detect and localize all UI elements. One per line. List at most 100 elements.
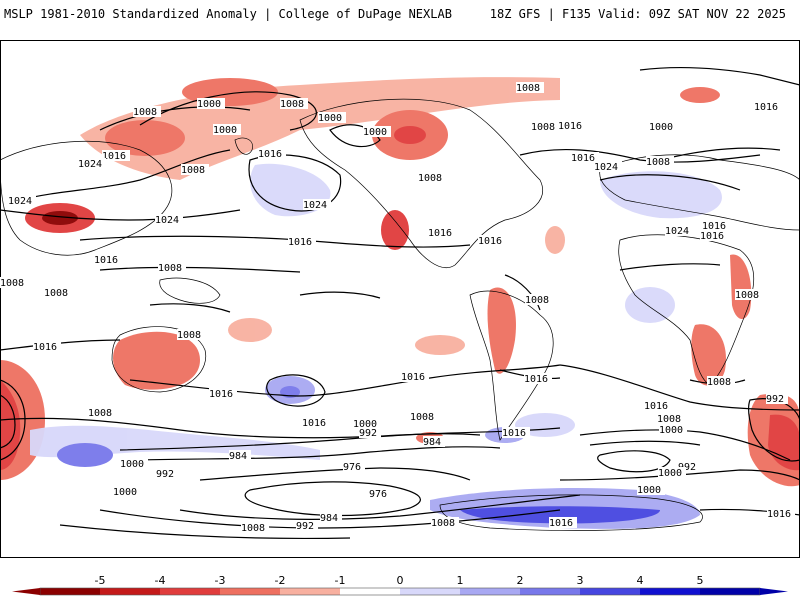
- isobar-label: 1008: [657, 414, 681, 425]
- label-bg: [33, 341, 61, 352]
- isobar-label: 1016: [558, 121, 582, 132]
- label-bg: [213, 124, 241, 135]
- isobar-label: 1024: [155, 215, 179, 226]
- isobar-curve-np-2: [99, 106, 251, 131]
- label-bg: [700, 230, 728, 241]
- anomaly-australia: [113, 331, 200, 390]
- label-bg: [707, 376, 735, 387]
- label-bg: [428, 227, 456, 238]
- isobar-label: 1016: [571, 153, 595, 164]
- label-bg: [88, 407, 116, 418]
- isobar-label: 1000: [213, 125, 237, 136]
- isobar-label: 1000: [113, 487, 137, 498]
- label-bg: [353, 418, 381, 429]
- isobar-curve-s-992: [139, 446, 501, 461]
- label-bg: [296, 520, 318, 531]
- isobar-curve-sa-1008: [504, 274, 541, 311]
- label-bg: [549, 517, 577, 528]
- label-bg: [502, 427, 530, 438]
- isobar-curve-atlantic: [519, 148, 761, 163]
- label-bg: [766, 393, 788, 404]
- isobar-label: 1008: [177, 330, 201, 341]
- isobar-curve-se-992: [559, 469, 800, 481]
- label-bg: [303, 199, 331, 210]
- colorbar-swatches: [12, 587, 788, 596]
- label-bg: [659, 424, 687, 435]
- label-bg: [558, 120, 586, 131]
- south-america: [469, 290, 554, 441]
- colorbar-swatch: [280, 588, 341, 595]
- colorbar-swatch: [220, 588, 281, 595]
- label-bg: [657, 413, 685, 424]
- label-bg: [702, 220, 730, 231]
- north-america: [299, 98, 543, 268]
- colorbar-svg: -5 -4 -3 -2 -1 0 1 2 3 4 5: [12, 574, 788, 596]
- anomaly-nw-core: [105, 120, 185, 156]
- isobar-curve-s-984: [199, 467, 471, 481]
- isobar-label: 1016: [754, 102, 778, 113]
- isobar-label: 1016: [33, 342, 57, 353]
- isobar-label: 1008: [280, 99, 304, 110]
- isobar-curve-1008-trop: [99, 266, 301, 273]
- isobar-label: 1008: [707, 377, 731, 388]
- anomaly-europe: [600, 171, 722, 219]
- label-bg: [156, 468, 178, 479]
- label-bg: [516, 82, 544, 93]
- label-bg: [94, 254, 122, 265]
- anomaly-canada-core: [394, 126, 426, 144]
- label-bg: [735, 289, 763, 300]
- isobar-label: 1016: [288, 237, 312, 248]
- europe: [599, 154, 800, 231]
- isobar-label: 1016: [94, 255, 118, 266]
- isobar-label: 1008: [241, 523, 265, 534]
- label-bg: [401, 371, 429, 382]
- anomaly-antarctic-core: [460, 506, 660, 524]
- isobar-label: 1008: [181, 165, 205, 176]
- label-bg: [423, 436, 445, 447]
- label-bg: [155, 214, 183, 225]
- isobar-label: 1008: [410, 412, 434, 423]
- colorbar-swatch: [100, 588, 161, 595]
- isobar-label: 1008: [646, 157, 670, 168]
- label-bg: [524, 373, 552, 384]
- isobar-label: 1024: [78, 159, 102, 170]
- header-bar: MSLP 1981-2010 Standardized Anomaly | Co…: [0, 0, 800, 32]
- label-bg: [343, 461, 365, 472]
- isobar-curve-sp-1016: [129, 364, 561, 397]
- label-bg: [418, 172, 446, 183]
- label-bg: [113, 486, 141, 497]
- label-bg: [280, 98, 308, 109]
- label-bg: [637, 484, 665, 495]
- colorbar-tick-label: -2: [275, 574, 286, 587]
- anomaly-se-pacific-core: [768, 414, 800, 471]
- label-bg: [644, 400, 672, 411]
- map-svg: 1000 1008 1008 1000 1016 1024 1008 1024 …: [0, 40, 800, 558]
- colorbar-swatch: [700, 588, 761, 595]
- label-bg: [646, 156, 674, 167]
- colorbar-swatch: [580, 588, 641, 595]
- isobar-curve-s-1008: [0, 417, 561, 439]
- isobar-label: 1016: [502, 428, 526, 439]
- colorbar-tick-label: 1: [457, 574, 464, 587]
- colorbar-tick-label: -5: [95, 574, 106, 587]
- isobar-curve-nw: [19, 149, 231, 201]
- isobar-label: 1016: [209, 389, 233, 400]
- isobar-label: 1000: [659, 425, 683, 436]
- isobar-label: 992: [359, 428, 377, 439]
- anomaly-s-africa: [691, 324, 726, 386]
- isobar-label: 1016: [401, 372, 425, 383]
- colorbar-swatch: [40, 588, 101, 595]
- colorbar-swatch: [160, 588, 221, 595]
- label-bg: [410, 411, 438, 422]
- label-bg: [133, 106, 161, 117]
- isobar-label: 1016: [644, 401, 668, 412]
- colorbar-extend-high: [760, 588, 788, 595]
- colorbar-tick-label: -4: [155, 574, 166, 587]
- isobar-curve-af-1016: [619, 263, 721, 271]
- colorbar-ticks: -5 -4 -3 -2 -1 0 1 2 3 4 5: [95, 574, 704, 587]
- label-bg: [229, 450, 251, 461]
- isobar-curve-sw-low-2: [0, 394, 16, 449]
- label-bg: [754, 101, 782, 112]
- anomaly-arctic: [680, 87, 720, 103]
- label-bg: [177, 329, 205, 340]
